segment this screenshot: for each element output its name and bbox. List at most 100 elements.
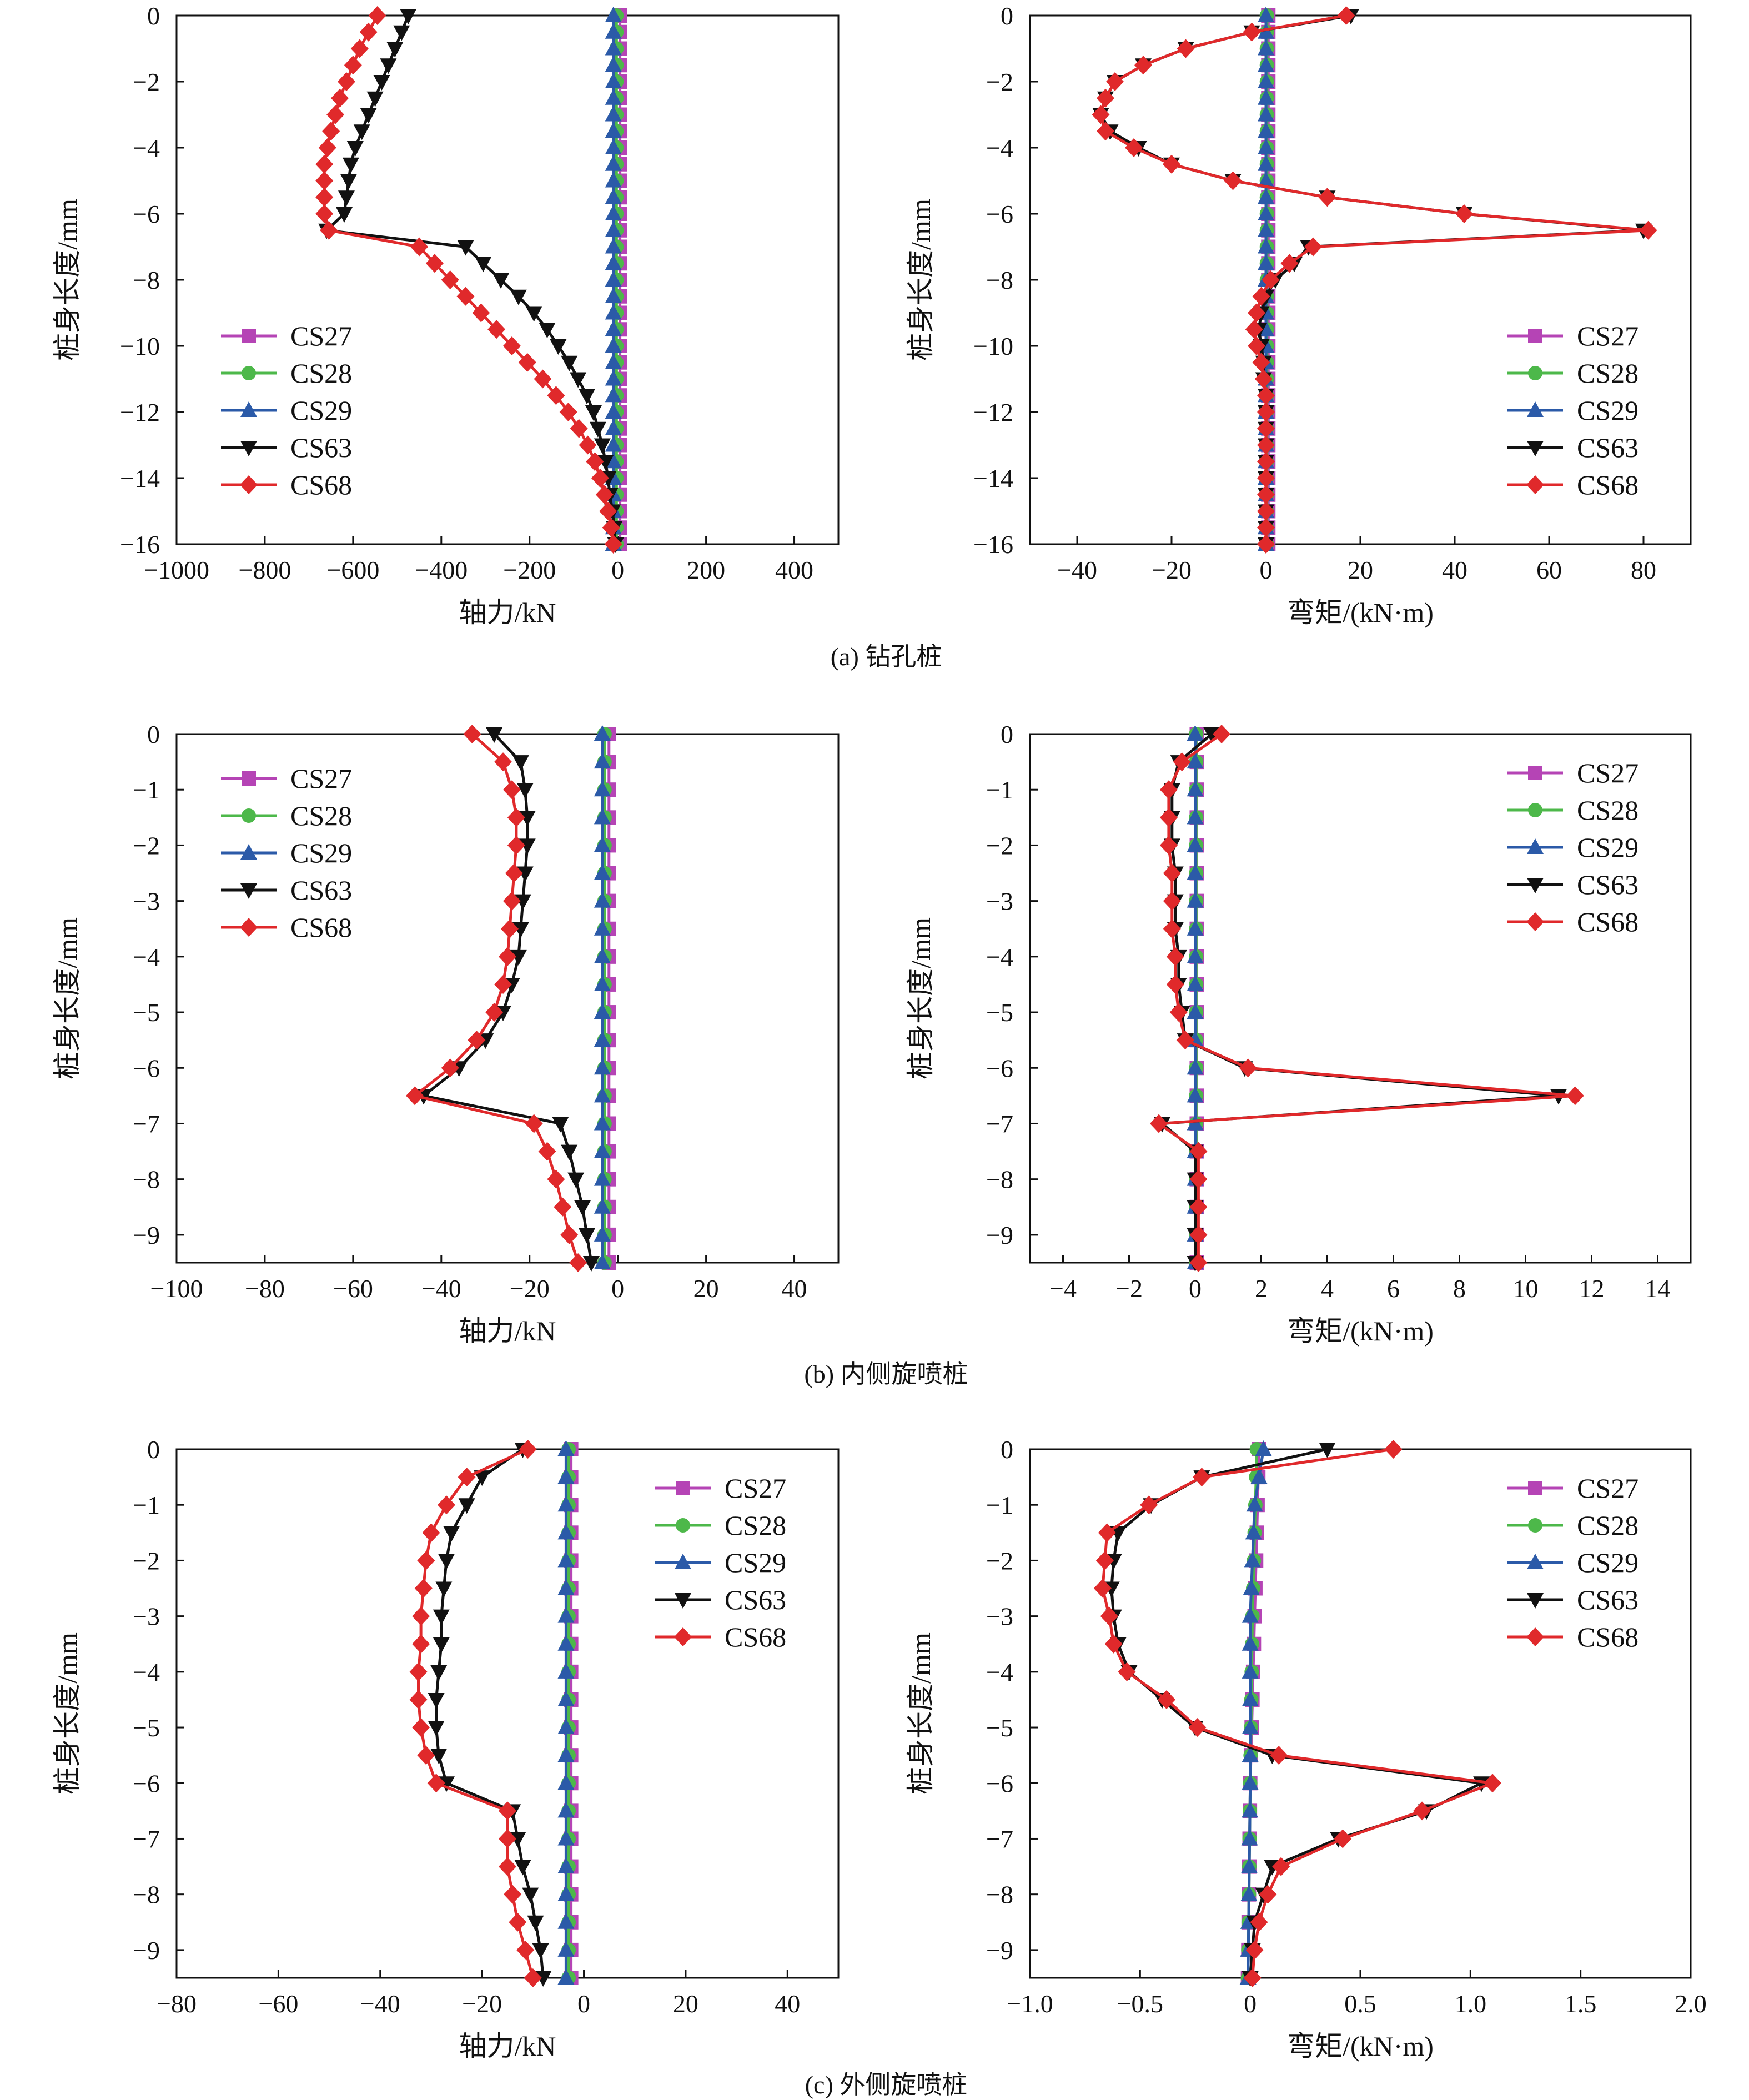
data-point bbox=[463, 725, 481, 743]
data-point bbox=[1097, 88, 1114, 108]
data-point bbox=[1248, 336, 1265, 355]
x-tick-label: −20 bbox=[462, 1990, 502, 2018]
data-point bbox=[605, 73, 622, 88]
chart-5: −80 −60 −40 −20 0 20 40 0 −1 −2 −3 −4 −5 −6 −7 −8 −9 轴力/k… bbox=[52, 1435, 840, 2062]
data-point bbox=[605, 188, 622, 204]
x-tick-label: 40 bbox=[782, 1274, 807, 1303]
data-point bbox=[1189, 1197, 1208, 1217]
data-point bbox=[594, 1031, 611, 1047]
y-tick-label: 0 bbox=[1001, 1435, 1013, 1464]
data-point bbox=[353, 124, 370, 140]
legend-label: CS27 bbox=[1577, 320, 1639, 351]
data-point bbox=[504, 1885, 522, 1904]
x-tick-label: 2.0 bbox=[1675, 1990, 1707, 2018]
y-tick-label: −9 bbox=[986, 1936, 1013, 1965]
y-tick-label: −6 bbox=[133, 200, 160, 228]
y-tick-label: −2 bbox=[986, 68, 1013, 96]
data-point bbox=[494, 974, 512, 994]
data-point bbox=[1242, 1607, 1259, 1623]
data-point bbox=[1258, 238, 1274, 254]
data-point bbox=[1176, 1031, 1194, 1050]
data-point bbox=[589, 421, 606, 438]
data-point bbox=[557, 1913, 575, 1929]
data-point bbox=[412, 1606, 430, 1626]
y-tick-label: −4 bbox=[986, 134, 1013, 162]
legend-label: CS68 bbox=[725, 1621, 786, 1652]
data-point bbox=[1384, 1440, 1403, 1459]
data-point bbox=[559, 403, 577, 421]
legend-label: CS63 bbox=[290, 875, 352, 906]
data-point bbox=[605, 337, 622, 353]
x-tick-label: −60 bbox=[333, 1274, 373, 1303]
data-point bbox=[318, 138, 336, 157]
data-point bbox=[1262, 270, 1280, 289]
x-tick-label: 0 bbox=[1244, 1990, 1257, 2018]
x-tick-label: 60 bbox=[1536, 556, 1562, 584]
data-point bbox=[1245, 320, 1263, 339]
data-point bbox=[1484, 1774, 1501, 1793]
chart-2: −40 −20 0 20 40 60 80 0 −2 −4 −6 −8 −10 −12 −14 −16 弯矩/(… bbox=[905, 2, 1692, 628]
data-point bbox=[502, 336, 521, 355]
data-point bbox=[527, 1915, 544, 1931]
data-point bbox=[500, 919, 519, 938]
data-point bbox=[1109, 1526, 1127, 1542]
data-point bbox=[1166, 947, 1184, 966]
legend-label: CS63 bbox=[1577, 869, 1639, 900]
legend-marker bbox=[1527, 878, 1544, 893]
data-point bbox=[494, 752, 512, 772]
data-point bbox=[605, 271, 622, 287]
data-point bbox=[557, 1802, 575, 1818]
data-point bbox=[605, 172, 622, 188]
data-point bbox=[443, 1526, 460, 1542]
data-point bbox=[582, 1256, 600, 1272]
data-point bbox=[525, 1114, 543, 1133]
chart-1: −1000 −800 −600 −400 −200 0 200 400 0 −2 −4 −6 −8 −10… bbox=[52, 2, 840, 628]
data-point bbox=[561, 355, 578, 371]
legend-label: CS28 bbox=[725, 1510, 786, 1541]
data-point bbox=[586, 452, 604, 471]
data-point bbox=[1337, 6, 1355, 25]
legend-label: CS28 bbox=[1577, 795, 1639, 826]
data-point bbox=[1189, 1169, 1208, 1189]
data-point bbox=[557, 1440, 575, 1456]
data-point bbox=[1150, 1114, 1168, 1133]
y-tick-label: −1 bbox=[986, 1491, 1013, 1519]
data-point bbox=[331, 88, 349, 108]
series-cs29 bbox=[605, 7, 622, 551]
data-point bbox=[380, 58, 397, 74]
data-point bbox=[417, 1551, 435, 1570]
data-point bbox=[579, 389, 596, 405]
data-point bbox=[350, 39, 369, 58]
data-point bbox=[468, 1031, 486, 1050]
data-point bbox=[605, 386, 622, 403]
legend-marker bbox=[1526, 912, 1544, 931]
data-point bbox=[561, 1144, 578, 1160]
caption-b: (b) 内侧旋喷桩 bbox=[804, 1360, 968, 1388]
data-point bbox=[1257, 452, 1275, 471]
y-tick-label: −4 bbox=[133, 134, 160, 162]
data-point bbox=[1224, 171, 1242, 190]
legend-label: CS29 bbox=[725, 1547, 786, 1578]
data-point bbox=[605, 105, 622, 122]
y-tick-label: −6 bbox=[133, 1769, 160, 1797]
x-tick-label: −100 bbox=[150, 1274, 203, 1303]
legend-marker bbox=[242, 366, 256, 380]
y-tick-label: −7 bbox=[986, 1109, 1013, 1138]
data-point bbox=[1258, 39, 1274, 56]
legend-label: CS27 bbox=[1577, 1473, 1639, 1504]
x-tick-label: −2 bbox=[1115, 1274, 1143, 1303]
y-tick-label: 0 bbox=[1001, 720, 1013, 748]
data-point bbox=[605, 56, 622, 72]
data-point bbox=[519, 1440, 537, 1459]
data-point bbox=[359, 22, 378, 42]
data-point bbox=[1304, 237, 1322, 257]
y-tick-label: −9 bbox=[986, 1221, 1013, 1249]
data-point bbox=[360, 108, 377, 124]
data-point bbox=[557, 1857, 575, 1873]
data-point bbox=[574, 1200, 591, 1216]
data-point bbox=[1258, 105, 1274, 122]
data-point bbox=[547, 1169, 565, 1189]
legend-label: CS68 bbox=[290, 469, 352, 500]
data-point bbox=[591, 469, 609, 488]
